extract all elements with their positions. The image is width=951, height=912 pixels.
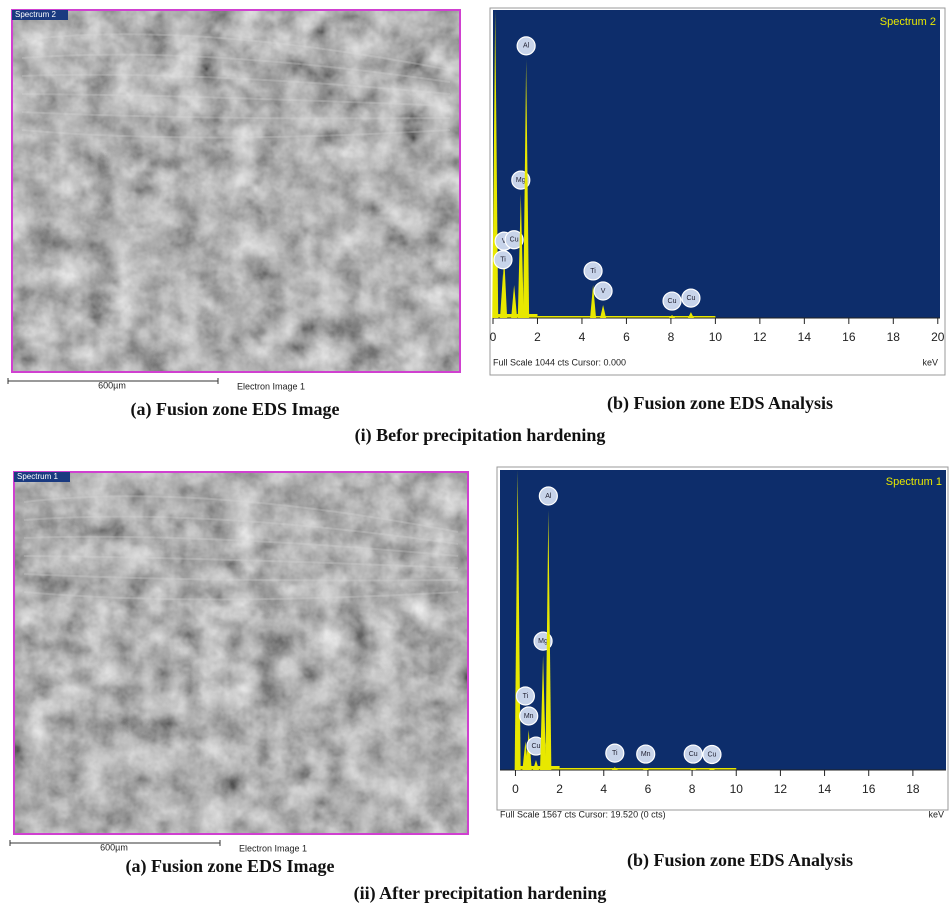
peak-label: V [601,288,606,295]
x-tick-label: 2 [534,330,541,344]
x-tick-label: 10 [709,330,723,344]
peak-label: Al [523,43,530,50]
x-tick-label: 4 [600,782,607,796]
x-tick-label: 20 [931,330,945,344]
peak-label: Mn [524,713,534,720]
x-tick-label: 14 [798,330,812,344]
spectrum-footer: Full Scale 1044 cts Cursor: 0.000 [493,357,626,367]
x-tick-label: 14 [818,782,832,796]
image-name: Electron Image 1 [239,843,307,853]
x-tick-label: 16 [842,330,856,344]
x-tick-label: 18 [887,330,901,344]
spectrum-unit: keV [922,357,938,367]
x-tick-label: 2 [556,782,563,796]
image-caption: (a) Fusion zone EDS Image [125,856,334,877]
x-tick-label: 16 [862,782,876,796]
peak-label: Cu [532,743,541,750]
peak-label: Ti [523,693,529,700]
image-label: Spectrum 1 [17,472,58,481]
x-tick-label: 18 [906,782,920,796]
x-tick-label: 12 [753,330,767,344]
peak-label: Cu [689,751,698,758]
panel-caption: (ii) After precipitation hardening [354,883,607,904]
image-name: Electron Image 1 [237,381,305,391]
peak-label: Cu [668,298,677,305]
image-label: Spectrum 2 [15,10,56,19]
x-tick-label: 0 [490,330,497,344]
spectrum-label: Spectrum 2 [880,16,936,28]
x-tick-label: 8 [689,782,696,796]
image-caption: (a) Fusion zone EDS Image [130,399,339,420]
peak-label: Ti [612,750,618,757]
x-tick-label: 8 [668,330,675,344]
peak-label: Mn [641,751,651,758]
figure: Spectrum 2 600µm Electron Image 1 (a) Fusio… [0,0,951,912]
spectrum-caption: (b) Fusion zone EDS Analysis [627,850,853,871]
peak-label: Mg [538,638,548,645]
x-tick-label: 12 [774,782,788,796]
peak-label: Cu [686,295,695,302]
peak-label: Ti [500,257,506,264]
spectrum-plot [493,10,940,318]
peak-label: Mg [516,177,526,184]
scale-bar-label: 600µm [98,380,126,390]
x-tick-label: 6 [645,782,652,796]
scale-bar-label: 600µm [100,842,128,852]
x-tick-label: 0 [512,782,519,796]
spectrum-label: Spectrum 1 [886,476,942,488]
peak-label: Cu [510,237,519,244]
peak-label: Ti [590,268,596,275]
x-tick-label: 4 [579,330,586,344]
spectrum-footer: Full Scale 1567 cts Cursor: 19.520 (0 ct… [500,809,666,819]
spectrum-plot [500,470,946,770]
sem-image [12,10,460,372]
peak-label: Cu [707,751,716,758]
sem-image [14,472,468,834]
spectrum-unit: keV [928,809,944,819]
panel-caption: (i) Befor precipitation hardening [355,425,606,446]
x-tick-label: 10 [730,782,744,796]
peak-label: Al [545,493,552,500]
spectrum-caption: (b) Fusion zone EDS Analysis [607,393,833,414]
x-tick-label: 6 [623,330,630,344]
